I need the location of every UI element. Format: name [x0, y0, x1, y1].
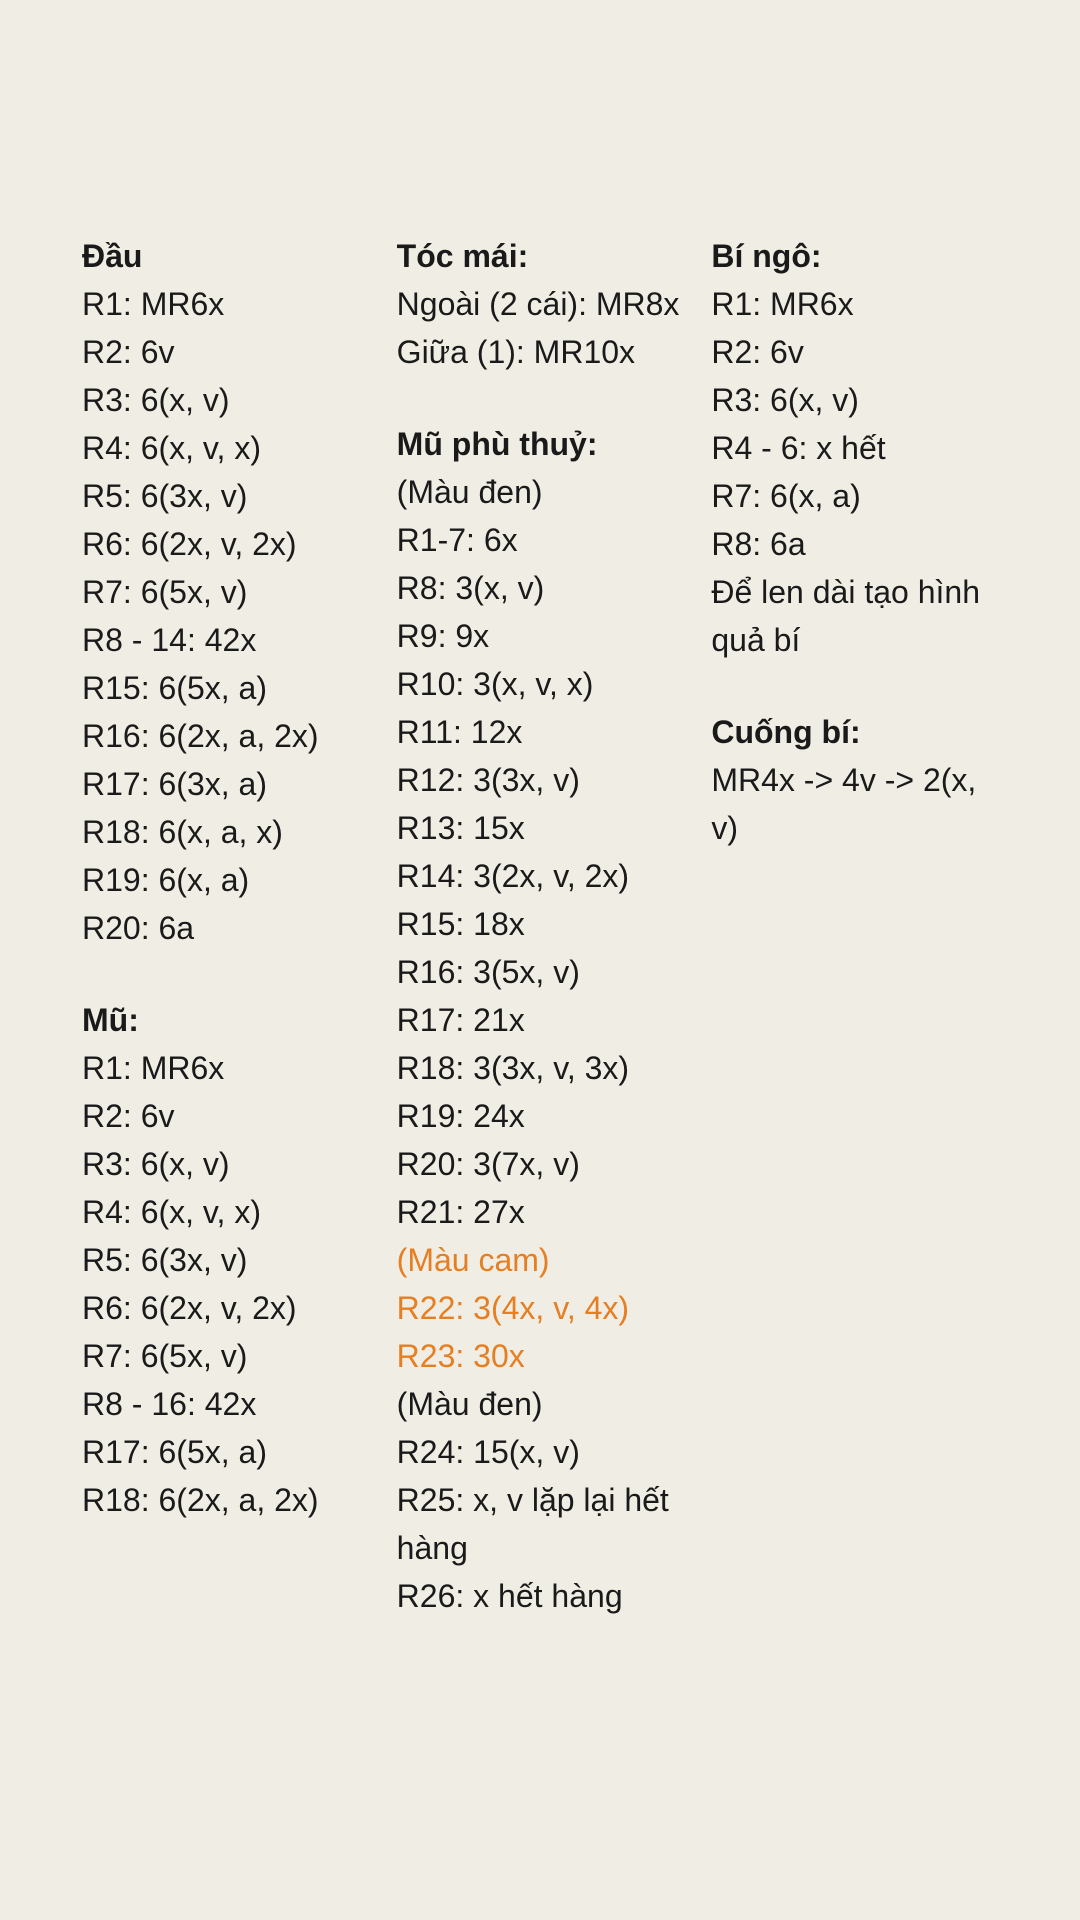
- pattern-line: R18: 6(x, a, x): [82, 808, 369, 856]
- pattern-line: R9: 9x: [397, 612, 684, 660]
- pattern-line: R23: 30x: [397, 1332, 684, 1380]
- pattern-line: R16: 6(2x, a, 2x): [82, 712, 369, 760]
- pattern-line: R13: 15x: [397, 804, 684, 852]
- pattern-line: R15: 18x: [397, 900, 684, 948]
- pattern-line: R3: 6(x, v): [711, 376, 998, 424]
- pattern-line: R6: 6(2x, v, 2x): [82, 520, 369, 568]
- pattern-line: R4: 6(x, v, x): [82, 424, 369, 472]
- pattern-line: R4 - 6: x hết: [711, 424, 998, 472]
- pattern-line: (Màu đen): [397, 1380, 684, 1428]
- pattern-line: R17: 21x: [397, 996, 684, 1044]
- pattern-line: R8 - 14: 42x: [82, 616, 369, 664]
- section-heading: Đầu: [82, 232, 369, 280]
- section: Mũ phù thuỷ:(Màu đen)R1-7: 6xR8: 3(x, v)…: [397, 420, 684, 1620]
- pattern-line: MR4x -> 4v -> 2(x, v): [711, 756, 998, 852]
- pattern-line: R8: 6a: [711, 520, 998, 568]
- section-heading: Tóc mái:: [397, 232, 684, 280]
- section-heading: Mũ phù thuỷ:: [397, 420, 684, 468]
- section: Mũ:R1: MR6xR2: 6vR3: 6(x, v)R4: 6(x, v, …: [82, 996, 369, 1524]
- pattern-line: R19: 24x: [397, 1092, 684, 1140]
- page: ĐầuR1: MR6xR2: 6vR3: 6(x, v)R4: 6(x, v, …: [0, 0, 1080, 1920]
- pattern-line: R3: 6(x, v): [82, 1140, 369, 1188]
- pattern-line: R6: 6(2x, v, 2x): [82, 1284, 369, 1332]
- pattern-line: R25: x, v lặp lại hết hàng: [397, 1476, 684, 1572]
- pattern-line: R4: 6(x, v, x): [82, 1188, 369, 1236]
- pattern-line: R3: 6(x, v): [82, 376, 369, 424]
- pattern-line: R8 - 16: 42x: [82, 1380, 369, 1428]
- pattern-line: R2: 6v: [82, 1092, 369, 1140]
- pattern-line: R17: 6(3x, a): [82, 760, 369, 808]
- pattern-line: R12: 3(3x, v): [397, 756, 684, 804]
- pattern-line: R24: 15(x, v): [397, 1428, 684, 1476]
- pattern-line: R20: 6a: [82, 904, 369, 952]
- pattern-line: R19: 6(x, a): [82, 856, 369, 904]
- pattern-line: R10: 3(x, v, x): [397, 660, 684, 708]
- column-1: ĐầuR1: MR6xR2: 6vR3: 6(x, v)R4: 6(x, v, …: [82, 232, 369, 1920]
- pattern-line: R18: 3(3x, v, 3x): [397, 1044, 684, 1092]
- pattern-line: R5: 6(3x, v): [82, 472, 369, 520]
- pattern-line: R8: 3(x, v): [397, 564, 684, 612]
- pattern-line: R14: 3(2x, v, 2x): [397, 852, 684, 900]
- pattern-line: Giữa (1): MR10x: [397, 328, 684, 376]
- pattern-line: R22: 3(4x, v, 4x): [397, 1284, 684, 1332]
- pattern-line: R26: x hết hàng: [397, 1572, 684, 1620]
- pattern-line: Ngoài (2 cái): MR8x: [397, 280, 684, 328]
- section: Tóc mái:Ngoài (2 cái): MR8xGiữa (1): MR1…: [397, 232, 684, 376]
- section-heading: Bí ngô:: [711, 232, 998, 280]
- pattern-line: R18: 6(2x, a, 2x): [82, 1476, 369, 1524]
- section: ĐầuR1: MR6xR2: 6vR3: 6(x, v)R4: 6(x, v, …: [82, 232, 369, 952]
- pattern-line: (Màu cam): [397, 1236, 684, 1284]
- pattern-line: R1: MR6x: [82, 280, 369, 328]
- pattern-line: R7: 6(5x, v): [82, 568, 369, 616]
- pattern-line: R1-7: 6x: [397, 516, 684, 564]
- pattern-line: R2: 6v: [82, 328, 369, 376]
- pattern-line: Để len dài tạo hình quả bí: [711, 568, 998, 664]
- pattern-line: R21: 27x: [397, 1188, 684, 1236]
- column-3: Bí ngô:R1: MR6xR2: 6vR3: 6(x, v)R4 - 6: …: [711, 232, 998, 1920]
- pattern-line: R17: 6(5x, a): [82, 1428, 369, 1476]
- pattern-line: R20: 3(7x, v): [397, 1140, 684, 1188]
- pattern-line: R7: 6(x, a): [711, 472, 998, 520]
- pattern-line: R7: 6(5x, v): [82, 1332, 369, 1380]
- column-2: Tóc mái:Ngoài (2 cái): MR8xGiữa (1): MR1…: [397, 232, 684, 1920]
- pattern-line: R11: 12x: [397, 708, 684, 756]
- pattern-line: R1: MR6x: [82, 1044, 369, 1092]
- pattern-line: R1: MR6x: [711, 280, 998, 328]
- pattern-line: (Màu đen): [397, 468, 684, 516]
- section: Cuống bí:MR4x -> 4v -> 2(x, v): [711, 708, 998, 852]
- section-heading: Cuống bí:: [711, 708, 998, 756]
- section-heading: Mũ:: [82, 996, 369, 1044]
- pattern-line: R5: 6(3x, v): [82, 1236, 369, 1284]
- pattern-line: R16: 3(5x, v): [397, 948, 684, 996]
- pattern-line: R15: 6(5x, a): [82, 664, 369, 712]
- section: Bí ngô:R1: MR6xR2: 6vR3: 6(x, v)R4 - 6: …: [711, 232, 998, 664]
- pattern-line: R2: 6v: [711, 328, 998, 376]
